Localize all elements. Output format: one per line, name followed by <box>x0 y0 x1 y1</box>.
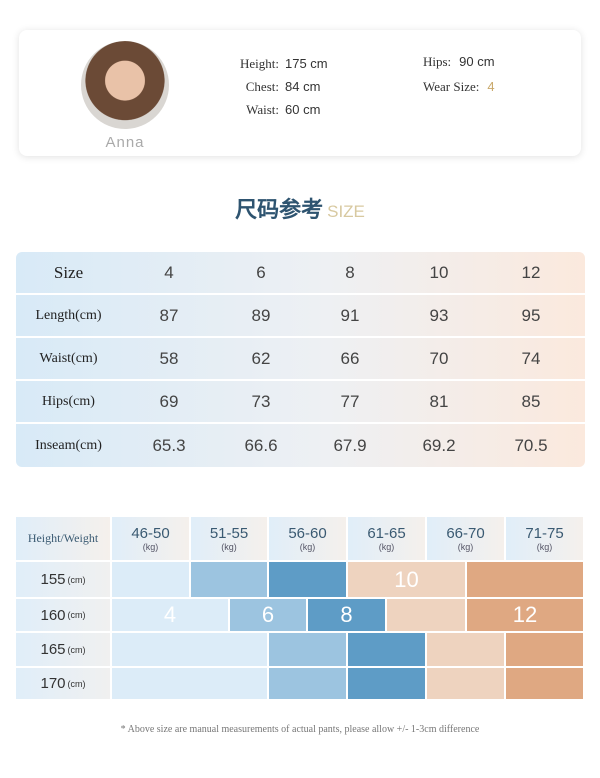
table-cell: 81 <box>395 392 483 412</box>
size-12-block: 12 <box>467 599 583 631</box>
stat-hips: Hips:90 cm <box>423 54 495 70</box>
size-6-block <box>269 633 346 666</box>
section-title: 尺码参考SIZE <box>0 192 600 224</box>
size-4-block <box>112 668 267 699</box>
table-cell: 66 <box>305 349 395 369</box>
row-label: Size <box>16 263 121 283</box>
table-cell: 87 <box>121 306 217 326</box>
table-cell: 74 <box>483 349 579 369</box>
model-card: Anna Height:175 cm Chest:84 cm Waist:60 … <box>19 30 581 156</box>
weight-header: 46-50(kg) <box>112 517 189 560</box>
table-cell: 4 <box>121 263 217 283</box>
size-4-block <box>112 633 267 666</box>
model-name: Anna <box>81 134 169 151</box>
table-cell: 70 <box>395 349 483 369</box>
table-cell: 93 <box>395 306 483 326</box>
size-8-block <box>348 633 425 666</box>
size-table: Size4681012Length(cm)8789919395Waist(cm)… <box>16 252 585 467</box>
table-cell: 6 <box>217 263 305 283</box>
stat-chest: Chest:84 cm <box>219 79 320 95</box>
weight-header: 51-55(kg) <box>191 517 267 560</box>
table-cell: 8 <box>305 263 395 283</box>
weight-header: 66-70(kg) <box>427 517 504 560</box>
table-row: Waist(cm)5862667074 <box>16 338 585 381</box>
footnote: * Above size are manual measurements of … <box>0 724 600 735</box>
table-header: Size4681012 <box>16 252 585 295</box>
stat-wear-size: Wear Size:4 <box>423 79 495 95</box>
size-6-block: 6 <box>230 599 306 631</box>
table-cell: 89 <box>217 306 305 326</box>
table-cell: 91 <box>305 306 395 326</box>
size-10-block <box>427 633 504 666</box>
height-label: 155(cm) <box>16 562 110 597</box>
table-row: Inseam(cm)65.366.667.969.270.5 <box>16 424 585 467</box>
size-8-block <box>348 668 425 699</box>
table-row: Hips(cm)6973778185 <box>16 381 585 424</box>
height-label: 160(cm) <box>16 599 110 631</box>
row-label: Hips(cm) <box>16 394 121 410</box>
size-label: 8 <box>340 602 352 628</box>
row-label: Waist(cm) <box>16 351 121 367</box>
table-cell: 65.3 <box>121 436 217 456</box>
fit-chart: Height/Weight46-50(kg)51-55(kg)56-60(kg)… <box>16 517 585 701</box>
size-label: 12 <box>513 602 537 628</box>
size-label: 6 <box>262 602 274 628</box>
table-cell: 85 <box>483 392 579 412</box>
table-cell: 70.5 <box>483 436 579 456</box>
table-cell: 77 <box>305 392 395 412</box>
weight-header: 56-60(kg) <box>269 517 346 560</box>
row-label: Length(cm) <box>16 308 121 324</box>
row-label: Inseam(cm) <box>16 438 121 454</box>
weight-header: 61-65(kg) <box>348 517 425 560</box>
table-cell: 10 <box>395 263 483 283</box>
weight-header: 71-75(kg) <box>506 517 583 560</box>
table-cell: 67.9 <box>305 436 395 456</box>
size-10-block: 10 <box>348 562 465 597</box>
height-label: 165(cm) <box>16 633 110 666</box>
stat-height: Height:175 cm <box>219 56 328 72</box>
size-10-block <box>387 599 465 631</box>
corner-label: Height/Weight <box>16 517 110 560</box>
size-8-block <box>269 562 346 597</box>
size-8-block: 8 <box>308 599 385 631</box>
table-cell: 95 <box>483 306 579 326</box>
size-12-block <box>467 562 583 597</box>
table-cell: 69.2 <box>395 436 483 456</box>
size-6-block <box>191 562 267 597</box>
table-row: Length(cm)8789919395 <box>16 295 585 338</box>
stat-waist: Waist:60 cm <box>219 102 320 118</box>
size-label: 4 <box>164 602 176 628</box>
table-cell: 69 <box>121 392 217 412</box>
size-4-block: 4 <box>112 599 228 631</box>
height-label: 170(cm) <box>16 668 110 699</box>
size-label: 10 <box>394 567 418 593</box>
size-12-block <box>506 668 583 699</box>
size-6-block <box>269 668 346 699</box>
size-10-block <box>427 668 504 699</box>
table-cell: 73 <box>217 392 305 412</box>
table-cell: 12 <box>483 263 579 283</box>
table-cell: 58 <box>121 349 217 369</box>
size-12-block <box>506 633 583 666</box>
table-cell: 66.6 <box>217 436 305 456</box>
size-4-block <box>112 562 189 597</box>
model-avatar <box>81 41 169 129</box>
table-cell: 62 <box>217 349 305 369</box>
